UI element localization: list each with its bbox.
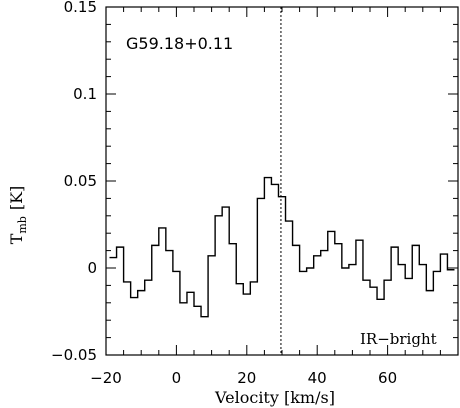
y-axis: −0.05 0 0.05 0.1 0.15 xyxy=(51,0,458,364)
y-tick-label: 0.15 xyxy=(64,0,97,16)
x-tick-label: 40 xyxy=(308,369,327,387)
x-axis-label: Velocity [km/s] xyxy=(214,388,335,407)
source-name-label: G59.18+0.11 xyxy=(126,34,233,53)
x-axis: −20 0 20 40 60 xyxy=(90,7,459,387)
plot-area xyxy=(105,6,459,356)
class-label: IR−bright xyxy=(360,330,437,348)
y-tick-label: 0.05 xyxy=(64,172,97,190)
x-tick-label: 20 xyxy=(237,369,256,387)
y-tick-label: 0.1 xyxy=(73,85,97,103)
plot-frame xyxy=(105,6,459,356)
y-axis-label-sub: mb xyxy=(16,216,29,233)
y-tick-label: −0.05 xyxy=(51,346,97,364)
y-axis-label: Tmb [K] xyxy=(7,186,29,245)
y-tick-label: 0 xyxy=(87,259,97,277)
svg-text:Tmb[K]: Tmb [K] xyxy=(7,186,29,245)
x-tick-label: −20 xyxy=(90,369,122,387)
spectrum-line xyxy=(109,176,455,318)
x-tick-label: 60 xyxy=(378,369,397,387)
x-tick-label: 0 xyxy=(172,369,182,387)
y-axis-label-unit: [K] xyxy=(7,186,26,210)
y-axis-label-main: T xyxy=(7,233,26,244)
